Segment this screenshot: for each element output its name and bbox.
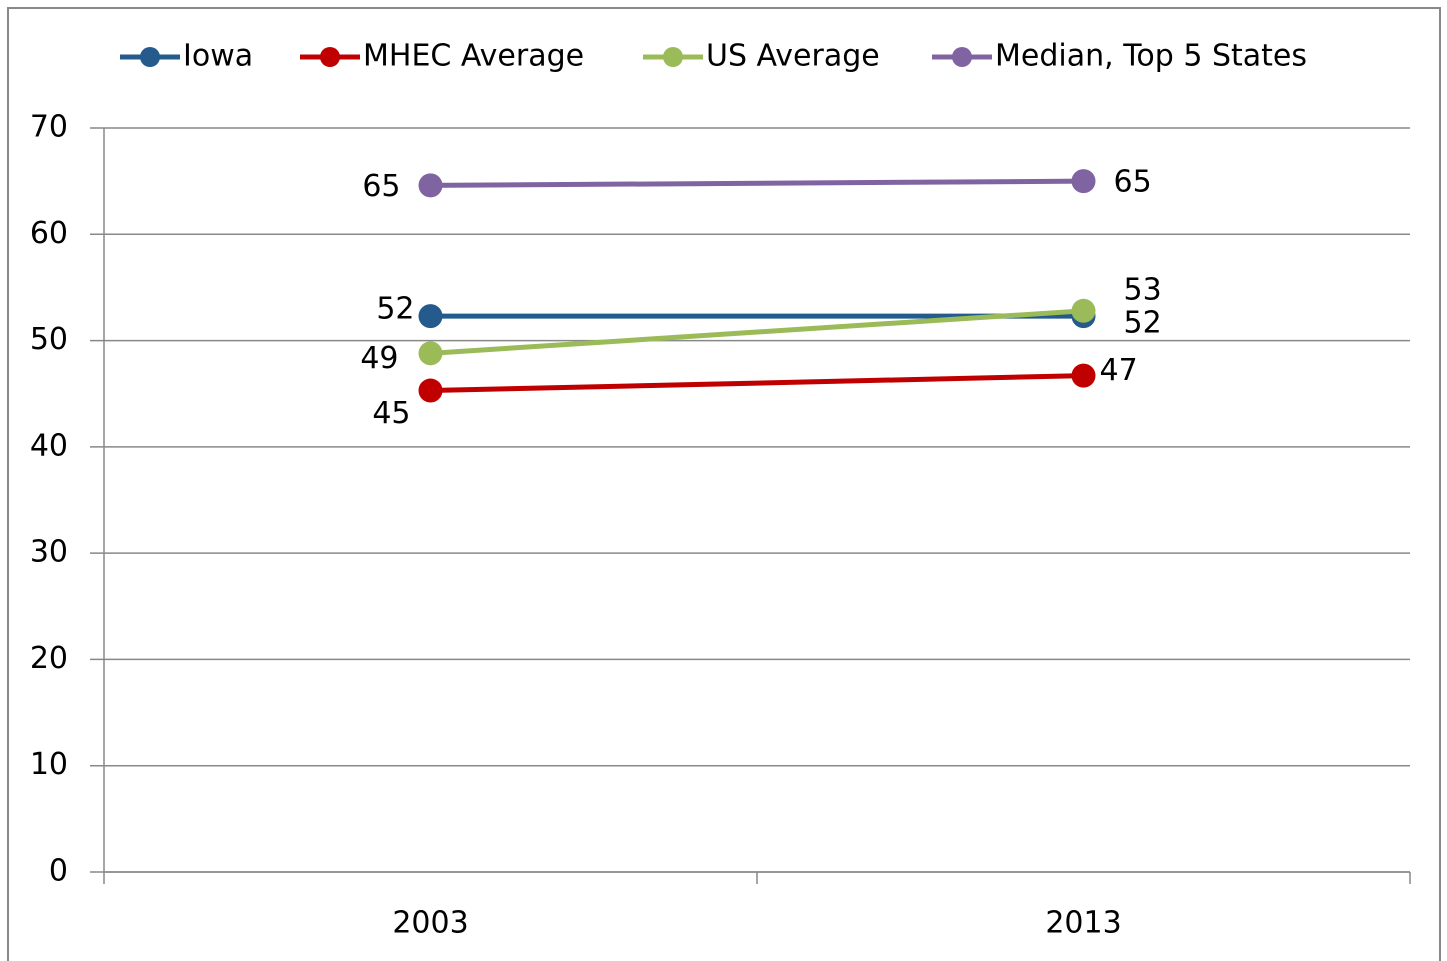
- data-label: 49: [360, 341, 398, 376]
- marker: [418, 304, 443, 329]
- y-tick-label: 20: [30, 641, 68, 676]
- y-tick-label: 50: [30, 322, 68, 357]
- y-tick-label: 0: [49, 854, 68, 889]
- y-tick-label: 40: [30, 428, 68, 463]
- y-tick-label: 60: [30, 216, 68, 251]
- y-tick-label: 30: [30, 535, 68, 570]
- marker: [418, 173, 443, 198]
- marker: [418, 378, 443, 403]
- marker: [1071, 169, 1096, 194]
- data-label: 65: [362, 169, 400, 204]
- data-label: 45: [372, 396, 410, 431]
- x-tick-label: 2003: [392, 906, 468, 941]
- marker: [1071, 298, 1096, 323]
- legend-label: MHEC Average: [363, 39, 584, 74]
- legend-label: Iowa: [183, 39, 253, 74]
- marker: [418, 341, 443, 366]
- data-label: 47: [1100, 353, 1138, 388]
- legend-marker: [663, 47, 683, 67]
- data-label: 52: [1124, 306, 1162, 341]
- data-label: 65: [1114, 165, 1152, 200]
- data-label: 53: [1124, 272, 1162, 307]
- legend-marker: [952, 47, 972, 67]
- legend-label: US Average: [706, 39, 880, 74]
- x-tick-label: 2013: [1045, 906, 1121, 941]
- series-line: [430, 308, 1084, 356]
- data-label: 52: [376, 292, 414, 327]
- chart-border: [7, 7, 1441, 961]
- y-tick-label: 70: [30, 110, 68, 145]
- series-line: [430, 373, 1084, 394]
- y-tick-label: 10: [30, 747, 68, 782]
- legend-marker: [320, 47, 340, 67]
- marker: [1071, 363, 1096, 388]
- legend-marker: [140, 47, 160, 67]
- series-line: [430, 178, 1084, 188]
- legend-label: Median, Top 5 States: [995, 39, 1307, 74]
